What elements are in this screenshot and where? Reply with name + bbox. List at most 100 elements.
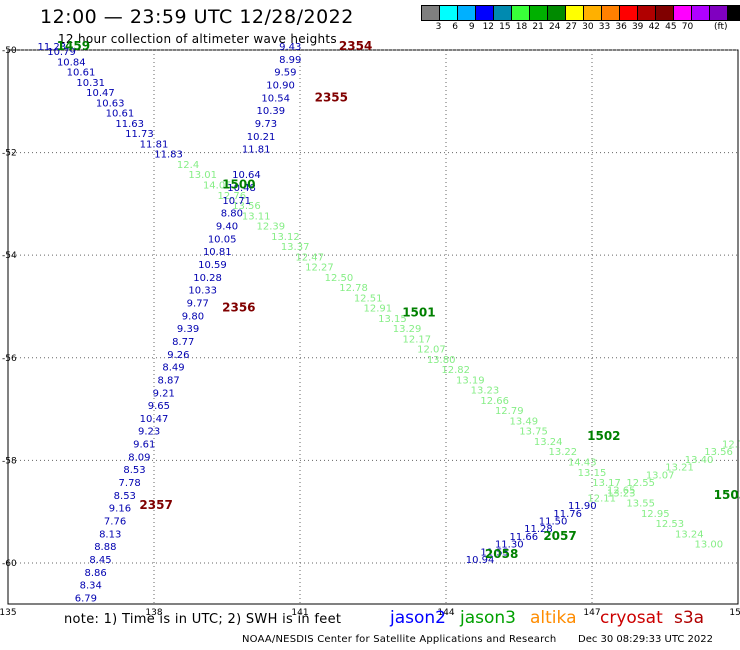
wave-height-value: 9.80 <box>182 311 204 322</box>
wave-height-value: 9.23 <box>138 427 160 438</box>
wave-height-value: 13.80 <box>427 355 456 366</box>
wave-height-value: 13.29 <box>393 324 422 335</box>
wave-height-value: 13.75 <box>519 427 548 438</box>
wave-height-value: 9.21 <box>153 388 175 399</box>
wave-height-value: 9.16 <box>109 504 131 515</box>
lon-tick-label: 144 <box>437 608 454 618</box>
wave-height-value: 9.40 <box>216 222 238 233</box>
wave-height-value: 13.22 <box>548 447 577 458</box>
wave-height-value: 6.79 <box>75 593 97 604</box>
sat-cryosat-label: cryosat <box>600 608 663 628</box>
legend-label: 3 <box>435 22 442 32</box>
wave-height-value: 12.4 <box>177 160 199 171</box>
wave-height-value: 10.90 <box>266 80 295 91</box>
pass-time-label: 2356 <box>222 301 255 315</box>
wave-height-value: 10.21 <box>247 132 276 143</box>
wave-height-value: 13.17 <box>592 478 621 489</box>
wave-height-value: 8.86 <box>84 568 106 579</box>
wave-height-value: 11.63 <box>115 119 144 130</box>
wave-height-value: 12.47 <box>295 252 324 263</box>
legend-label: 21 <box>532 22 544 32</box>
pass-time-label: 1459 <box>57 39 90 53</box>
wave-height-value: 8.77 <box>172 337 194 348</box>
wave-height-value: 10.39 <box>256 106 285 117</box>
pass-time-label: 1501 <box>402 306 435 320</box>
lon-tick-label: 147 <box>583 608 600 618</box>
wave-height-value: 12.65 <box>607 486 636 497</box>
wave-height-value: 13.21 <box>665 463 694 474</box>
wave-height-value: 10.59 <box>198 260 227 271</box>
wave-height-value: 13.00 <box>694 540 723 551</box>
legend-unit: (ft) <box>714 22 728 32</box>
wave-height-value: 9.39 <box>177 324 199 335</box>
wave-height-value: 13.49 <box>510 416 539 427</box>
wave-height-value: 10.64 <box>232 170 261 181</box>
wave-height-value: 8.99 <box>279 55 301 66</box>
legend-label: 15 <box>499 22 511 32</box>
legend-label: 36 <box>615 22 627 32</box>
legend-label: 45 <box>665 22 677 32</box>
wave-height-value: 11.28 <box>524 524 553 535</box>
wave-height-value: 8.80 <box>221 209 243 220</box>
lat-tick-label: -56 <box>2 354 17 364</box>
legend-label: 27 <box>565 22 578 32</box>
wave-height-value: 10.48 <box>227 183 256 194</box>
wave-height-value: 12.27 <box>305 263 334 274</box>
lat-tick-label: -50 <box>2 46 17 56</box>
wave-height-value: 12.50 <box>325 273 354 284</box>
wave-height-value: 11.23 <box>37 42 66 53</box>
wave-height-value: 10.05 <box>208 234 237 245</box>
wave-height-value: 10.84 <box>57 57 86 68</box>
wave-height-value: 11.30 <box>495 540 524 551</box>
wave-height-value: 8.09 <box>128 452 150 463</box>
color-legend <box>421 5 740 21</box>
wave-height-value: 12.55 <box>626 478 655 489</box>
wave-height-value: 13.56 <box>704 447 733 458</box>
wave-height-value: 8.45 <box>89 555 111 566</box>
lat-tick-label: -60 <box>2 559 17 569</box>
wave-height-value: 13.12 <box>271 232 300 243</box>
wave-height-value: 12.95 <box>641 509 670 520</box>
wave-height-value: 8.87 <box>157 375 179 386</box>
sat-altika-label: altika <box>530 608 577 628</box>
wave-height-value: 13.24 <box>675 529 704 540</box>
lon-tick-label: 135 <box>0 608 17 618</box>
wave-height-value: 14.43 <box>568 458 597 469</box>
sat-s3a-label: s3a <box>674 608 705 628</box>
wave-height-value: 11.73 <box>125 129 154 140</box>
wave-height-value: 12.51 <box>354 293 383 304</box>
wave-height-value: 12.7 <box>722 440 740 451</box>
wave-height-value: 13.07 <box>646 470 675 481</box>
legend-label: 18 <box>515 22 528 32</box>
wave-height-value: 9.59 <box>274 68 296 79</box>
wave-height-value: 13.40 <box>685 455 714 466</box>
wave-height-value: 11.90 <box>568 501 597 512</box>
legend-label: 9 <box>468 22 475 32</box>
wave-height-value: 11.50 <box>539 516 568 527</box>
wave-height-value: 12.39 <box>256 222 285 233</box>
sat-jason3-label: jason3 <box>460 608 516 628</box>
legend-label: 12 <box>482 22 495 32</box>
wave-height-value: 11.66 <box>510 532 539 543</box>
wave-height-value: 10.47 <box>86 88 115 99</box>
page-title: 12:00 — 23:59 UTC 12/28/2022 <box>40 6 354 28</box>
wave-height-value: 9.43 <box>279 42 301 53</box>
lat-tick-label: -58 <box>2 456 17 466</box>
pass-time-label: 1500 <box>222 178 255 192</box>
wave-height-value: 8.49 <box>162 363 184 374</box>
wave-height-value: 12.17 <box>402 334 431 345</box>
wave-height-value: 9.73 <box>255 119 277 130</box>
wave-height-value: 10.79 <box>47 47 76 58</box>
pass-time-label: 2354 <box>339 39 372 53</box>
wave-height-value: 13.19 <box>456 375 485 386</box>
pass-time-label: 1503 <box>714 488 740 502</box>
wave-height-value: 12.07 <box>417 345 446 356</box>
footer-date: Dec 30 08:29:33 UTC 2022 <box>578 634 713 645</box>
wave-height-value: 13.37 <box>281 242 310 253</box>
wave-height-value: 10.81 <box>203 247 232 258</box>
footer-note: note: 1) Time is in UTC; 2) SWH is in fe… <box>64 612 342 627</box>
lon-tick-label: 150 <box>729 608 740 618</box>
wave-height-value: 11.76 <box>553 509 582 520</box>
wave-height-value: 12.78 <box>339 283 368 294</box>
